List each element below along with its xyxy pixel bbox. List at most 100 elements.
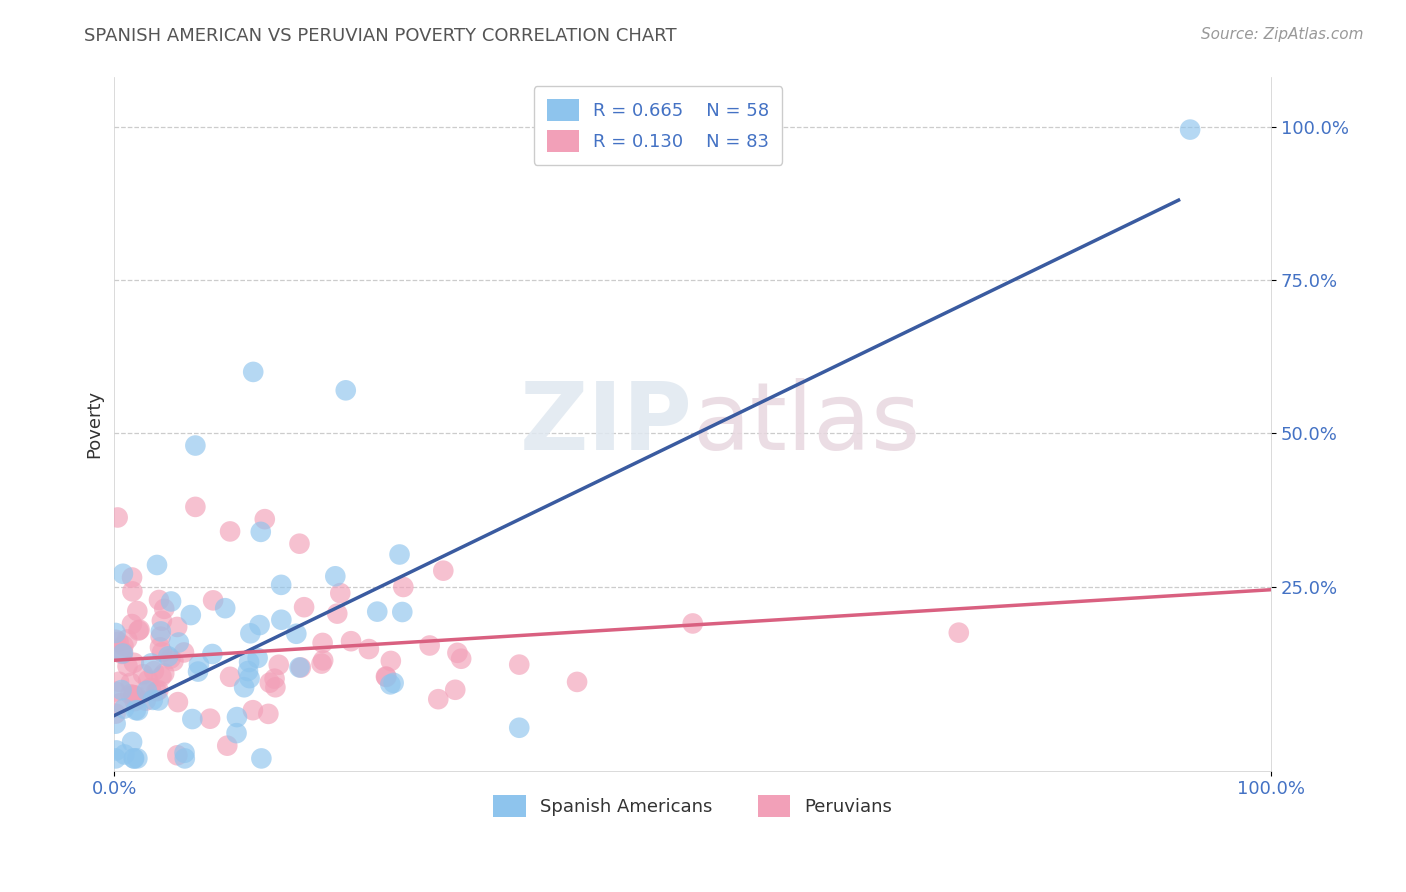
Point <box>166 748 188 763</box>
Point <box>160 594 183 608</box>
Point <box>121 570 143 584</box>
Point <box>198 712 221 726</box>
Point <box>111 647 134 661</box>
Point <box>682 616 704 631</box>
Point <box>139 681 162 695</box>
Point <box>104 684 127 698</box>
Point <box>146 558 169 572</box>
Point <box>388 548 411 562</box>
Point <box>120 675 142 690</box>
Point <box>270 578 292 592</box>
Point <box>135 693 157 707</box>
Point <box>246 651 269 665</box>
Point <box>110 683 132 698</box>
Point <box>427 692 450 706</box>
Point <box>250 751 273 765</box>
Point <box>357 642 380 657</box>
Point <box>432 564 454 578</box>
Point <box>104 716 127 731</box>
Point <box>180 608 202 623</box>
Point <box>122 688 145 702</box>
Point <box>120 687 142 701</box>
Point <box>242 703 264 717</box>
Point <box>112 645 135 659</box>
Point <box>142 664 165 678</box>
Point <box>187 665 209 679</box>
Point <box>128 623 150 637</box>
Point <box>149 630 172 644</box>
Point <box>225 726 247 740</box>
Point <box>127 703 149 717</box>
Point <box>288 660 311 674</box>
Point <box>149 624 172 639</box>
Point <box>392 580 415 594</box>
Point <box>382 676 405 690</box>
Point <box>107 634 129 648</box>
Point <box>122 688 145 702</box>
Point <box>329 586 352 600</box>
Point <box>391 605 413 619</box>
Point <box>263 672 285 686</box>
Point <box>285 626 308 640</box>
Point <box>135 683 157 698</box>
Point <box>366 605 388 619</box>
Point <box>238 655 260 669</box>
Point <box>148 593 170 607</box>
Point <box>380 654 402 668</box>
Point <box>121 735 143 749</box>
Point <box>290 660 312 674</box>
Point <box>125 689 148 703</box>
Point <box>249 524 271 539</box>
Y-axis label: Poverty: Poverty <box>86 390 103 458</box>
Point <box>142 693 165 707</box>
Point <box>311 657 333 671</box>
Point <box>122 751 145 765</box>
Point <box>166 620 188 634</box>
Point <box>202 593 225 607</box>
Point <box>127 624 149 638</box>
Point <box>323 569 346 583</box>
Point <box>239 671 262 685</box>
Text: atlas: atlas <box>693 378 921 470</box>
Point <box>117 659 139 673</box>
Point <box>104 706 127 721</box>
Point <box>380 677 402 691</box>
Point <box>153 602 176 616</box>
Point <box>108 696 131 710</box>
Point <box>115 632 138 647</box>
Text: Source: ZipAtlas.com: Source: ZipAtlas.com <box>1201 27 1364 42</box>
Point <box>312 653 335 667</box>
Point <box>270 613 292 627</box>
Point <box>150 669 173 683</box>
Point <box>446 646 468 660</box>
Point <box>148 693 170 707</box>
Point <box>226 710 249 724</box>
Point <box>214 601 236 615</box>
Point <box>236 664 259 678</box>
Point <box>111 566 134 581</box>
Point <box>122 751 145 765</box>
Point <box>107 510 129 524</box>
Point <box>173 746 195 760</box>
Point <box>162 654 184 668</box>
Point <box>173 645 195 659</box>
Point <box>149 640 172 655</box>
Point <box>148 683 170 698</box>
Point <box>127 751 149 765</box>
Point <box>181 712 204 726</box>
Text: SPANISH AMERICAN VS PERUVIAN POVERTY CORRELATION CHART: SPANISH AMERICAN VS PERUVIAN POVERTY COR… <box>84 27 676 45</box>
Point <box>233 680 256 694</box>
Point <box>121 584 143 599</box>
Point <box>153 666 176 681</box>
Point <box>145 684 167 698</box>
Point <box>253 512 276 526</box>
Point <box>242 365 264 379</box>
Point <box>257 706 280 721</box>
Point <box>124 694 146 708</box>
Point <box>150 614 173 628</box>
Point <box>217 739 239 753</box>
Point <box>508 721 530 735</box>
Point <box>249 618 271 632</box>
Point <box>173 751 195 765</box>
Point <box>167 695 190 709</box>
